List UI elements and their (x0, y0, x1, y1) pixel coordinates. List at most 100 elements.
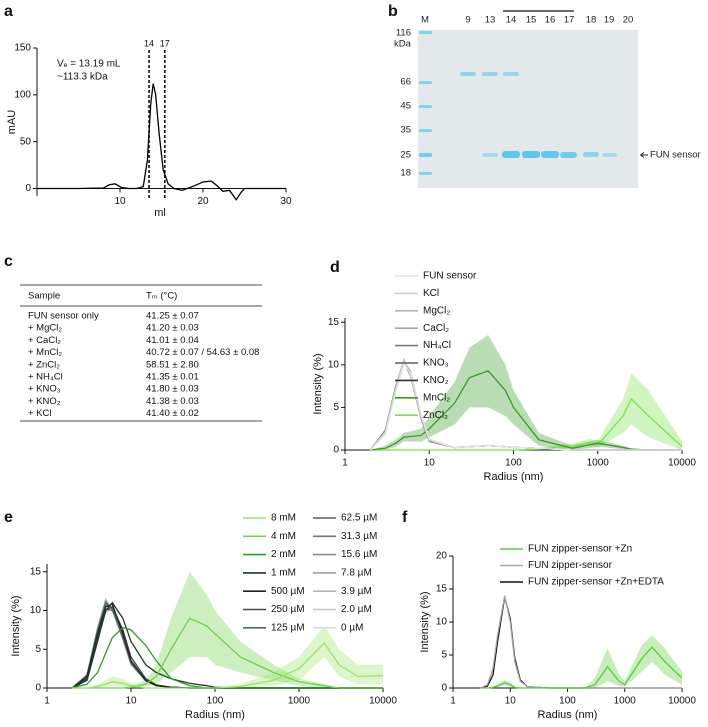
x-tick-label: 1 (342, 458, 348, 469)
band (482, 72, 498, 76)
y-tick-label: 10 (328, 359, 340, 370)
table-cell: 58.51 ± 2.80 (146, 359, 199, 370)
y-tick-label: 5 (333, 402, 339, 413)
gel-image (418, 30, 638, 188)
table-cell: 41.01 ± 0.04 (146, 335, 199, 346)
annotation: ~113.3 kDa (57, 72, 108, 83)
band-arrow (639, 152, 648, 158)
legend-label: 31.3 µM (341, 531, 377, 542)
lane-label: 16 (545, 15, 556, 26)
x-axis-label: Radius (nm) (538, 709, 598, 721)
band (502, 151, 520, 158)
table-cell: + KCl (28, 408, 52, 419)
band (419, 129, 432, 132)
lane-label: 13 (485, 15, 496, 26)
y-axis-label: Intensity (%) (312, 353, 324, 414)
fraction-label: 17 (160, 38, 170, 48)
y-tick-label: 15 (328, 317, 340, 328)
x-tick-label: 10000 (668, 458, 696, 469)
x-tick-label: 100 (559, 696, 576, 707)
gel-bands (419, 31, 617, 175)
table-cell: 41.20 ± 0.03 (146, 323, 199, 334)
table-cell: 41.40 ± 0.02 (146, 408, 199, 419)
y-tick-label: 50 (20, 136, 32, 147)
data-line (72, 642, 384, 689)
panel-label: a (4, 3, 13, 20)
panel-label: d (330, 259, 340, 276)
marker-size: 45 (400, 101, 411, 112)
error-band (370, 373, 682, 450)
x-tick-label: 20 (197, 196, 209, 207)
y-tick-label: 20 (436, 551, 448, 562)
legend-label: 62.5 µM (341, 513, 377, 524)
x-tick-label: 1000 (288, 696, 311, 707)
x-tick-label: 100 (207, 696, 224, 707)
legend-label: FUN zipper-sensor +Zn+EDTA (528, 577, 664, 588)
marker-size: 25 (400, 150, 411, 161)
band (419, 81, 432, 84)
legend-label: 1 mM (271, 568, 296, 579)
table-cell: 41.35 ± 0.01 (146, 372, 199, 383)
marker-size: 35 (400, 125, 411, 136)
legend-label: FUN zipper-sensor +Zn (528, 544, 632, 555)
y-tick-label: 10 (30, 605, 42, 616)
legend-label: 3.9 µM (341, 586, 372, 597)
data-line (370, 397, 683, 451)
table-cell: 41.80 ± 0.03 (146, 384, 199, 395)
legend-label: MnCl₂ (423, 392, 450, 403)
table-cell: 41.25 ± 0.07 (146, 311, 199, 322)
error-band (480, 635, 682, 688)
lane-label: M (421, 15, 429, 26)
x-tick-label: 30 (280, 196, 292, 207)
x-tick-label: 1000 (614, 696, 637, 707)
band (541, 151, 559, 158)
legend-label: 500 µM (271, 586, 305, 597)
legend-label: CaCl₂ (423, 323, 449, 334)
table-cell: 40.72 ± 0.07 / 54.63 ± 0.08 (146, 347, 259, 358)
y-tick-label: 15 (30, 566, 42, 577)
lane-label: 17 (564, 15, 575, 26)
y-tick-label: 5 (35, 644, 41, 655)
lane-label: 20 (623, 15, 634, 26)
legend-label: 250 µM (271, 604, 305, 615)
legend-label: 15.6 µM (341, 549, 377, 560)
data-line (72, 617, 383, 689)
x-tick-label: 10 (114, 196, 126, 207)
panel-label: b (388, 3, 398, 20)
table-cell: + MgCl₂ (28, 323, 62, 334)
x-axis-label: Radius (nm) (484, 471, 544, 483)
legend-label: FUN sensor (423, 271, 477, 282)
y-axis-label: mAU (6, 110, 18, 135)
band (419, 105, 432, 108)
legend-label: KCl (423, 288, 439, 299)
y-tick-label: 15 (436, 584, 448, 595)
legend-label: 2 mM (271, 549, 296, 560)
marker-size: 18 (400, 168, 411, 179)
x-tick-label: 100 (505, 458, 522, 469)
band (583, 152, 599, 157)
table-cell: + KNO₃ (28, 384, 61, 395)
data-line (369, 362, 682, 451)
band (419, 172, 432, 175)
data-line (480, 646, 683, 689)
error-band (72, 626, 383, 688)
data-line (72, 626, 383, 689)
x-tick-label: 1000 (587, 458, 610, 469)
band (419, 31, 432, 34)
legend-label: KNO₂ (423, 375, 449, 386)
band (602, 153, 617, 157)
y-tick-label: 0 (333, 445, 339, 456)
table-cell: + MnCl₂ (28, 347, 62, 358)
panel-label: e (4, 509, 13, 526)
band (522, 151, 540, 158)
legend-label: MgCl₂ (423, 305, 450, 316)
x-axis-label: Radius (nm) (185, 709, 245, 721)
x-tick-label: 10 (424, 458, 436, 469)
error-band (370, 335, 682, 450)
band (503, 72, 519, 76)
error-band (72, 571, 383, 688)
legend-label: ZnCl₂ (423, 410, 448, 421)
y-axis-label: Intensity (%) (419, 591, 431, 652)
data-line (37, 83, 286, 201)
annotation: Vₑ = 13.19 mL (57, 59, 121, 70)
